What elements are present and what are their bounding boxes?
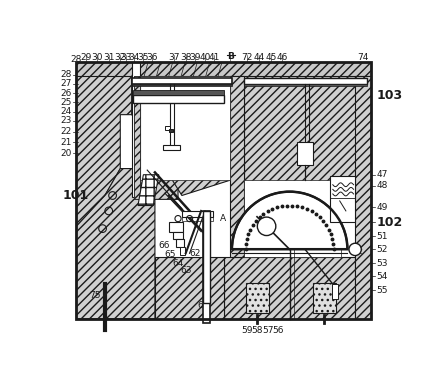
Bar — [298, 142, 313, 165]
Text: 23: 23 — [60, 116, 72, 125]
Text: 39: 39 — [189, 53, 201, 62]
Polygon shape — [134, 76, 139, 199]
Bar — [246, 282, 269, 313]
Bar — [203, 211, 210, 303]
Text: 74: 74 — [357, 53, 369, 62]
Polygon shape — [244, 76, 371, 207]
Polygon shape — [77, 76, 132, 226]
Bar — [77, 62, 371, 319]
Bar — [331, 176, 355, 223]
Bar — [132, 76, 230, 180]
Text: 28: 28 — [60, 70, 72, 79]
Bar — [134, 76, 139, 199]
Text: 30: 30 — [92, 53, 103, 62]
Polygon shape — [224, 257, 355, 319]
Text: 40: 40 — [199, 53, 211, 62]
Bar — [182, 217, 213, 221]
Text: 21: 21 — [60, 138, 72, 147]
Text: 27: 27 — [60, 79, 72, 88]
Bar — [332, 284, 338, 299]
Text: 57: 57 — [262, 327, 274, 335]
Text: 25: 25 — [60, 98, 72, 107]
Text: 41: 41 — [209, 53, 220, 62]
Text: 46: 46 — [276, 53, 288, 62]
Text: 54: 54 — [377, 272, 388, 281]
Text: 44: 44 — [253, 53, 264, 62]
Text: 47: 47 — [377, 170, 388, 179]
Text: 24: 24 — [61, 107, 72, 116]
Text: B: B — [227, 51, 234, 60]
Text: 55: 55 — [377, 286, 388, 295]
Text: 26: 26 — [60, 88, 72, 98]
Polygon shape — [138, 175, 159, 206]
Text: 29: 29 — [80, 53, 91, 62]
Text: 61: 61 — [197, 301, 209, 310]
Text: 103: 103 — [377, 89, 403, 102]
Text: 102: 102 — [377, 216, 403, 229]
Bar — [169, 223, 183, 232]
Bar — [77, 62, 371, 76]
Bar — [355, 76, 371, 319]
Text: 58: 58 — [252, 327, 263, 335]
Text: 37: 37 — [169, 53, 180, 62]
Polygon shape — [155, 257, 224, 319]
Text: 59: 59 — [242, 327, 253, 335]
Text: 31: 31 — [103, 53, 114, 62]
Text: 66: 66 — [158, 241, 170, 250]
Text: 63: 63 — [180, 266, 191, 276]
Bar — [203, 211, 209, 322]
Bar — [132, 62, 139, 197]
Circle shape — [257, 217, 276, 235]
Bar — [244, 180, 341, 257]
Bar — [180, 247, 185, 255]
Text: 33: 33 — [121, 53, 132, 62]
Text: 64: 64 — [172, 259, 184, 268]
Bar — [165, 126, 169, 130]
Bar — [244, 84, 368, 86]
Text: 36: 36 — [146, 53, 157, 62]
Text: 56: 56 — [272, 327, 284, 335]
Bar — [133, 90, 224, 95]
Text: A: A — [220, 214, 226, 223]
Polygon shape — [132, 76, 230, 195]
Text: 22: 22 — [61, 127, 72, 136]
Text: 101: 101 — [62, 189, 89, 202]
Bar — [230, 76, 244, 257]
Bar — [169, 129, 172, 132]
Text: B: B — [277, 240, 284, 248]
Bar — [132, 84, 232, 86]
Bar — [172, 232, 184, 239]
Text: 48: 48 — [377, 181, 388, 190]
Text: 32: 32 — [114, 53, 125, 62]
Bar — [176, 239, 184, 247]
Polygon shape — [77, 169, 178, 319]
Text: 62: 62 — [189, 249, 201, 258]
Bar — [132, 78, 232, 84]
Text: 65: 65 — [165, 250, 176, 259]
Wedge shape — [232, 192, 347, 249]
Bar — [244, 78, 368, 84]
Text: 52: 52 — [377, 245, 388, 254]
Text: 72: 72 — [241, 53, 252, 62]
Text: 38: 38 — [180, 53, 191, 62]
Text: 75: 75 — [89, 291, 101, 300]
Bar — [313, 282, 336, 313]
Text: 45: 45 — [265, 53, 277, 62]
Text: 49: 49 — [377, 203, 388, 212]
Text: 35: 35 — [137, 53, 148, 62]
Text: 53: 53 — [377, 259, 388, 268]
Text: 20: 20 — [60, 149, 72, 158]
Bar — [182, 211, 213, 217]
Circle shape — [349, 243, 361, 256]
Text: 34: 34 — [129, 53, 140, 62]
Bar — [163, 146, 180, 150]
Text: 51: 51 — [377, 232, 388, 241]
Text: 28: 28 — [71, 55, 82, 64]
Bar — [133, 95, 224, 103]
